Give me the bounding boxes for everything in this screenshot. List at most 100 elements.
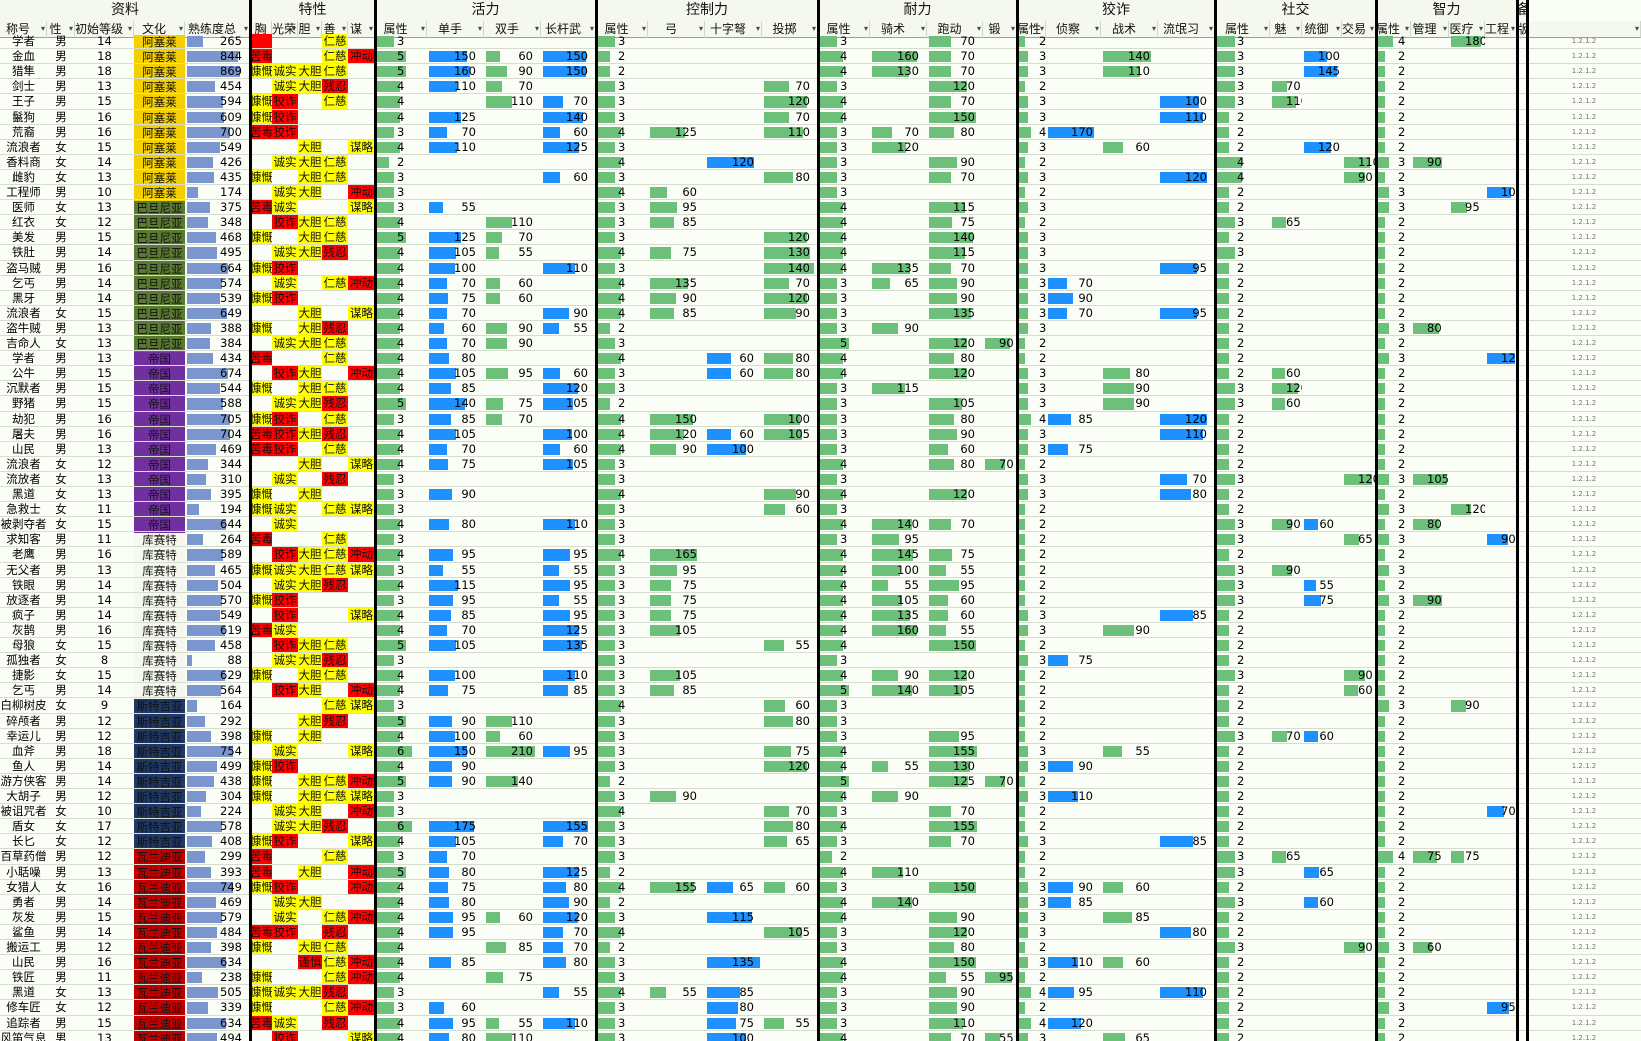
- cell-version[interactable]: 1.2.1.2: [1571, 656, 1597, 664]
- cell-stat[interactable]: [983, 64, 1017, 79]
- cell-stat[interactable]: 3: [818, 880, 870, 895]
- cell-stat[interactable]: [762, 789, 818, 804]
- cell-version[interactable]: 1.2.1.2: [1571, 1003, 1597, 1011]
- cell-culture[interactable]: 巴旦尼亚: [134, 307, 185, 322]
- cell-stat[interactable]: [705, 698, 762, 714]
- cell-stat[interactable]: 80: [1411, 517, 1449, 532]
- filter-dropdown-icon[interactable]: ▾: [811, 24, 816, 33]
- cell-stat[interactable]: [1342, 396, 1376, 412]
- cell-stat[interactable]: [1449, 804, 1485, 819]
- cell-stat[interactable]: 120: [1046, 1016, 1101, 1031]
- cell-stat[interactable]: 4: [596, 155, 648, 170]
- cell-stat[interactable]: 135: [870, 608, 927, 623]
- cell-stat[interactable]: 75: [648, 593, 705, 608]
- cell-stat[interactable]: [1270, 532, 1302, 547]
- cell-stat[interactable]: 100: [427, 668, 484, 683]
- cell-trait[interactable]: [250, 457, 272, 472]
- cell-trait[interactable]: 诚实: [272, 578, 298, 593]
- cell-stat[interactable]: [1046, 804, 1101, 819]
- cell-stat[interactable]: [705, 578, 762, 593]
- cell-stat[interactable]: [1101, 200, 1158, 215]
- cell-stat[interactable]: 4: [818, 970, 870, 985]
- cell-trait[interactable]: 谋略: [348, 608, 375, 623]
- cell-stat[interactable]: 3: [818, 532, 870, 547]
- cell-trait[interactable]: 慷慨: [250, 64, 272, 79]
- cell-trait[interactable]: [348, 623, 375, 638]
- cell-stat[interactable]: 2: [1376, 276, 1411, 291]
- cell-trait[interactable]: 仁慈: [322, 502, 348, 517]
- cell-stat[interactable]: 95: [541, 608, 596, 623]
- cell-stat[interactable]: 70: [427, 125, 484, 140]
- cell-stat[interactable]: 55: [484, 1016, 541, 1031]
- cell-stat[interactable]: [1411, 1016, 1449, 1031]
- cell-stat[interactable]: [1449, 291, 1485, 306]
- cell-stat[interactable]: [870, 155, 927, 170]
- cell-proficiency-total[interactable]: 164: [185, 698, 250, 714]
- cell-stat[interactable]: 80: [427, 865, 484, 880]
- cell-initial-level[interactable]: 13: [97, 487, 112, 501]
- cell-stat[interactable]: [1485, 170, 1517, 185]
- cell-stat[interactable]: [1046, 321, 1101, 336]
- cell-stat[interactable]: [705, 306, 762, 321]
- cell-stat[interactable]: [870, 1016, 927, 1031]
- column-header[interactable]: 工程 ▾: [1485, 21, 1517, 38]
- cell-stat[interactable]: [1342, 34, 1376, 49]
- cell-stat[interactable]: 80: [541, 880, 596, 895]
- cell-gender[interactable]: 女: [55, 880, 67, 894]
- cell-stat[interactable]: 3: [375, 698, 427, 714]
- cell-stat[interactable]: [1302, 714, 1342, 729]
- cell-version[interactable]: 1.2.1.2: [1571, 701, 1597, 709]
- cell-stat[interactable]: 2: [1376, 487, 1411, 502]
- cell-trait[interactable]: 狡诈: [272, 593, 298, 608]
- cell-gender[interactable]: 女: [55, 985, 67, 999]
- cell-stat[interactable]: [1449, 442, 1485, 457]
- cell-title[interactable]: 医师: [12, 200, 35, 214]
- cell-gender[interactable]: 男: [55, 774, 67, 788]
- cell-gender[interactable]: 男: [55, 79, 67, 93]
- cell-initial-level[interactable]: 14: [97, 895, 112, 909]
- cell-stat[interactable]: 3: [1215, 895, 1270, 910]
- cell-stat[interactable]: 4: [818, 547, 870, 563]
- cell-stat[interactable]: [1158, 759, 1215, 774]
- cell-stat[interactable]: [1101, 261, 1158, 276]
- column-header[interactable]: 战术 ▾: [1101, 21, 1158, 38]
- cell-stat[interactable]: [1270, 1031, 1302, 1041]
- cell-trait[interactable]: [272, 230, 298, 245]
- cell-stat[interactable]: [1270, 230, 1302, 245]
- cell-stat[interactable]: [1158, 1016, 1215, 1031]
- cell-stat[interactable]: 100: [1485, 185, 1517, 200]
- cell-stat[interactable]: 125: [541, 140, 596, 155]
- cell-stat[interactable]: [484, 653, 541, 668]
- cell-stat[interactable]: [1411, 366, 1449, 381]
- cell-stat[interactable]: [541, 245, 596, 261]
- cell-stat[interactable]: [648, 321, 705, 336]
- cell-stat[interactable]: 4: [375, 955, 427, 970]
- cell-stat[interactable]: [1101, 34, 1158, 49]
- cell-stat[interactable]: 135: [541, 638, 596, 653]
- cell-stat[interactable]: 3: [596, 638, 648, 653]
- cell-stat[interactable]: [648, 502, 705, 517]
- cell-stat[interactable]: [870, 457, 927, 472]
- cell-stat[interactable]: [1158, 744, 1215, 759]
- cell-stat[interactable]: 120: [927, 668, 983, 683]
- cell-stat[interactable]: [927, 381, 983, 396]
- cell-stat[interactable]: [983, 140, 1017, 155]
- cell-stat[interactable]: 70: [541, 94, 596, 110]
- cell-trait[interactable]: 狡诈: [272, 759, 298, 774]
- cell-stat[interactable]: 4: [375, 547, 427, 563]
- cell-stat[interactable]: 4: [1215, 155, 1270, 170]
- filter-dropdown-icon[interactable]: ▾: [920, 24, 925, 33]
- cell-stat[interactable]: [927, 698, 983, 714]
- column-header[interactable]: 属性 ▾: [1215, 21, 1270, 38]
- cell-version[interactable]: 1.2.1.2: [1571, 354, 1597, 362]
- cell-stat[interactable]: [1449, 94, 1485, 110]
- cell-proficiency-total[interactable]: 588: [185, 396, 250, 412]
- cell-stat[interactable]: 3: [1017, 245, 1046, 261]
- cell-stat[interactable]: [1411, 427, 1449, 442]
- cell-stat[interactable]: [1270, 940, 1302, 955]
- cell-trait[interactable]: [348, 94, 375, 110]
- cell-initial-level[interactable]: 11: [97, 970, 112, 984]
- cell-stat[interactable]: [1342, 94, 1376, 110]
- cell-title[interactable]: 搬运工: [6, 940, 41, 954]
- cell-gender[interactable]: 男: [55, 608, 67, 622]
